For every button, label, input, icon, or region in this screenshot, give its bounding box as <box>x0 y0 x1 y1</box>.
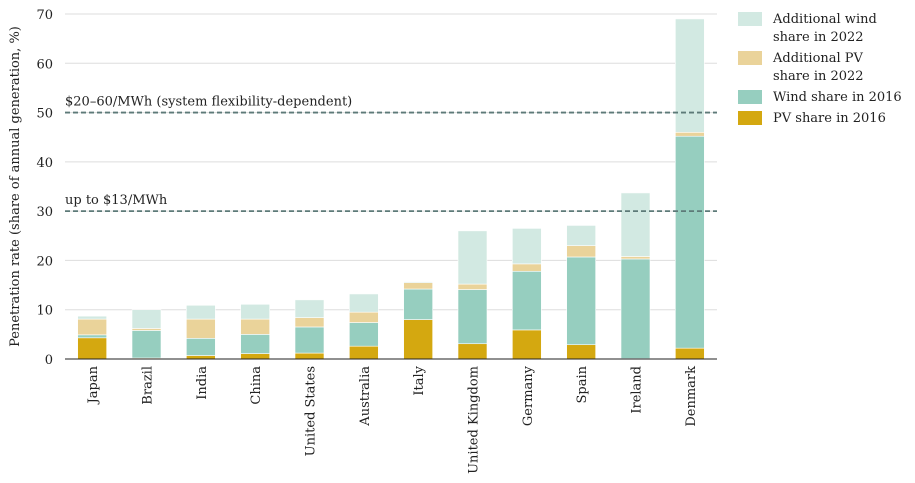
bar-segment <box>240 334 270 354</box>
x-tick-label: China <box>249 366 264 405</box>
bar-segment <box>131 330 162 359</box>
bar-segment <box>349 293 379 313</box>
bar-segment <box>512 263 542 272</box>
legend-label-line: PV share in 2016 <box>773 111 886 126</box>
bar-segment <box>675 18 705 133</box>
bar-segment <box>77 318 107 336</box>
bar-segment <box>403 288 433 320</box>
y-axis-title: Penetration rate (share of annual genera… <box>8 26 23 347</box>
bar-segment <box>294 326 325 354</box>
y-tick-label: 60 <box>36 57 53 72</box>
bar-segment <box>457 283 488 290</box>
y-tick-label: 20 <box>36 254 53 269</box>
x-tick-label: Australia <box>358 366 373 427</box>
reference-line-label: $20–60/MWh (system flexibility-dependent… <box>65 95 352 110</box>
bar-segment <box>186 318 216 339</box>
bar-segment <box>620 258 651 359</box>
y-tick-label: 10 <box>36 304 53 319</box>
bar-segment <box>457 343 488 360</box>
bar-segment <box>457 289 488 345</box>
axes: 0 10 20 30 40 50 60 70 Penetration rate (share o… <box>8 8 717 474</box>
bar-segment <box>240 303 270 320</box>
bar-segment <box>186 337 216 356</box>
y-tick-label: 50 <box>36 107 53 122</box>
bar-segment <box>294 317 325 328</box>
bar-segment <box>349 345 379 360</box>
x-tick-label: Ireland <box>630 366 645 414</box>
bar-segment <box>240 318 270 335</box>
bar-segment <box>294 352 325 360</box>
reference-line-label: up to $13/MWh <box>65 193 168 208</box>
bar-segment <box>675 347 705 360</box>
bar-segment <box>77 337 107 360</box>
bar-segment <box>566 245 596 258</box>
bar-segment <box>403 281 433 283</box>
x-tick-label: Spain <box>575 365 590 403</box>
y-tick-label: 30 <box>36 205 53 220</box>
x-tick-label: India <box>195 366 210 400</box>
bar-segment <box>77 334 107 339</box>
x-tick-label: United Kingdom <box>467 366 482 474</box>
legend-label-line: share in 2022 <box>773 30 864 45</box>
bar-segment <box>457 230 488 285</box>
legend-label-line: Wind share in 2016 <box>773 90 902 105</box>
bar-segment <box>512 329 542 360</box>
x-tick-label: Germany <box>521 365 536 426</box>
bar-segment <box>566 344 596 360</box>
bars <box>77 18 705 360</box>
legend-swatch <box>738 111 762 125</box>
legend-label-line: share in 2022 <box>773 69 864 84</box>
y-tick-label: 40 <box>36 156 53 171</box>
bar-segment <box>186 304 216 320</box>
legend-swatch <box>738 51 762 65</box>
x-tick-label: United States <box>304 366 319 456</box>
bar-segment <box>349 322 379 347</box>
bar-segment <box>403 319 433 360</box>
bar-segment <box>675 131 705 137</box>
grid-lines <box>65 13 717 311</box>
bar-segment <box>512 270 542 331</box>
x-tick-label: Denmark <box>684 366 699 427</box>
legend-label-line: Additional PV <box>772 51 864 66</box>
bar-segment <box>566 256 596 346</box>
legend-label: Additional wind share in 2022 <box>772 12 877 45</box>
legend-swatch <box>738 12 762 26</box>
reference-lines: $20–60/MWh (system flexibility-dependent… <box>65 95 717 213</box>
x-tick-label: Japan <box>86 365 101 405</box>
bar-segment <box>349 311 379 323</box>
legend-swatch <box>738 90 762 104</box>
bar-segment <box>240 353 270 360</box>
legend-label: Wind share in 2016 <box>773 90 902 105</box>
bar-segment <box>186 355 216 360</box>
legend-label-line: Additional wind <box>772 12 877 27</box>
y-tick-label: 70 <box>36 8 53 23</box>
bar-segment <box>675 135 705 349</box>
bar-segment <box>131 309 162 329</box>
legend-label: Additional PV share in 2022 <box>772 51 864 84</box>
bar-segment <box>403 282 433 290</box>
x-tick-label: Italy <box>412 365 427 395</box>
legend-label: PV share in 2016 <box>773 111 886 126</box>
bar-segment <box>294 299 325 318</box>
bar-segment <box>512 228 542 265</box>
y-tick-label: 0 <box>45 353 53 368</box>
bar-segment <box>620 192 651 257</box>
x-tick-label: Brazil <box>141 366 156 405</box>
bar-segment <box>620 256 651 260</box>
bar-segment <box>77 315 107 320</box>
bar-segment <box>566 225 596 246</box>
